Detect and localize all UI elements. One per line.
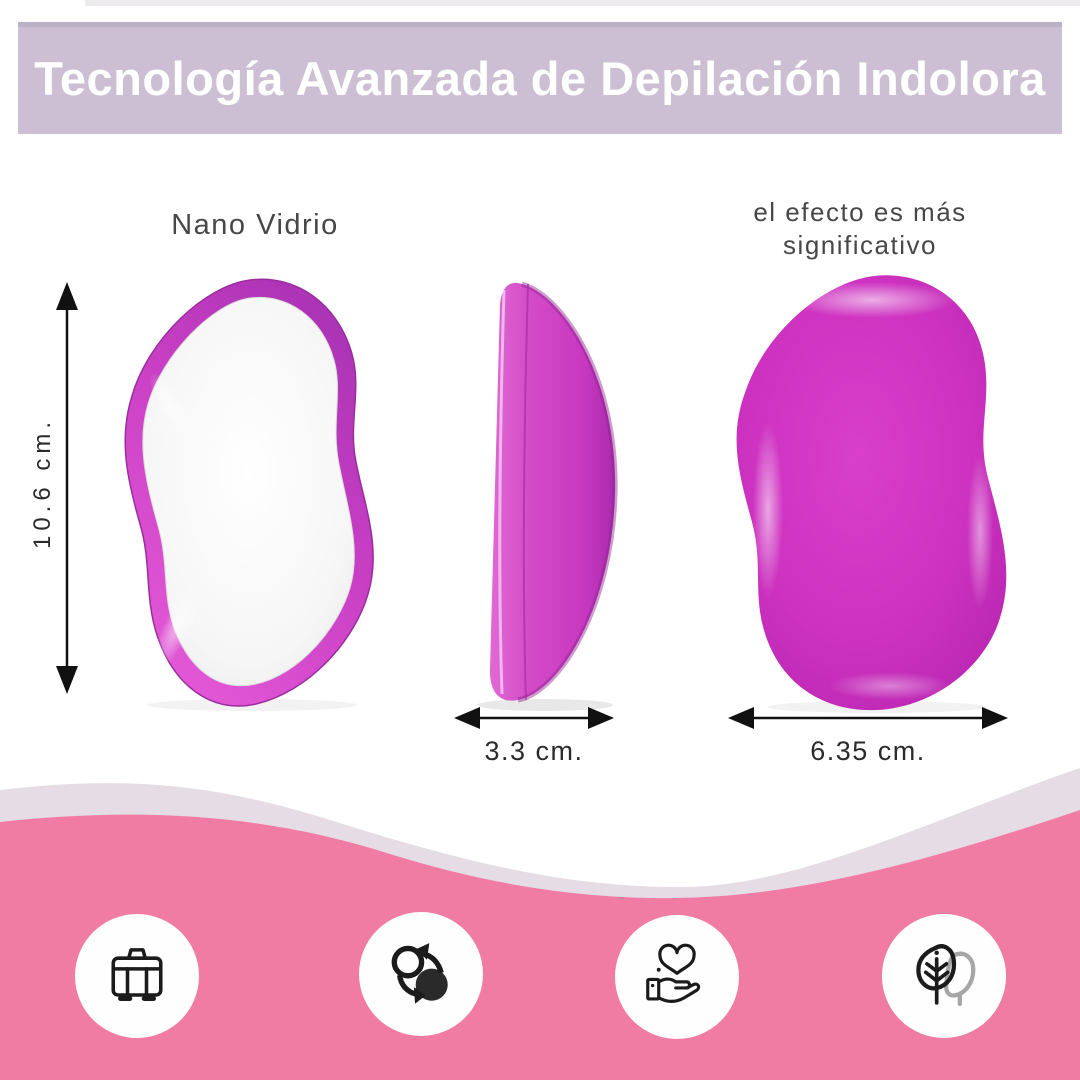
travel-case-icon xyxy=(111,948,163,1001)
height-dimension-label: 10.6 cm. xyxy=(29,416,56,550)
feature-icon-circle-eco xyxy=(882,914,1006,1038)
title-banner: Tecnología Avanzada de Depilación Indolo… xyxy=(18,22,1062,134)
eco-leaves-icon xyxy=(916,944,976,1007)
front-view-label: Nano Vidrio xyxy=(171,209,339,241)
page-title: Tecnología Avanzada de Depilación Indolo… xyxy=(34,51,1046,105)
side-view-product-image xyxy=(477,281,618,711)
depth-dimension-label: 3.3 cm. xyxy=(484,736,584,766)
feature-icon-circle-portable xyxy=(75,914,199,1038)
width-dimension-label: 6.35 cm. xyxy=(810,736,926,766)
feature-icon-circle-care xyxy=(615,915,739,1039)
replace-swap-icon xyxy=(391,943,448,1004)
depth-dimension-arrow xyxy=(454,707,614,729)
hand-heart-icon xyxy=(646,943,701,1003)
wave-background xyxy=(0,768,1080,1080)
feature-icon-circle-replace xyxy=(359,912,483,1036)
wave-pink-layer xyxy=(0,810,1080,1080)
front-view-product-image xyxy=(124,278,374,711)
back-view-product-image xyxy=(736,275,1007,713)
width-dimension-arrow xyxy=(728,707,1008,729)
top-border-strip xyxy=(85,0,1080,6)
back-view-label: el efecto es más significativo xyxy=(753,197,967,260)
height-dimension-arrow xyxy=(56,282,78,694)
